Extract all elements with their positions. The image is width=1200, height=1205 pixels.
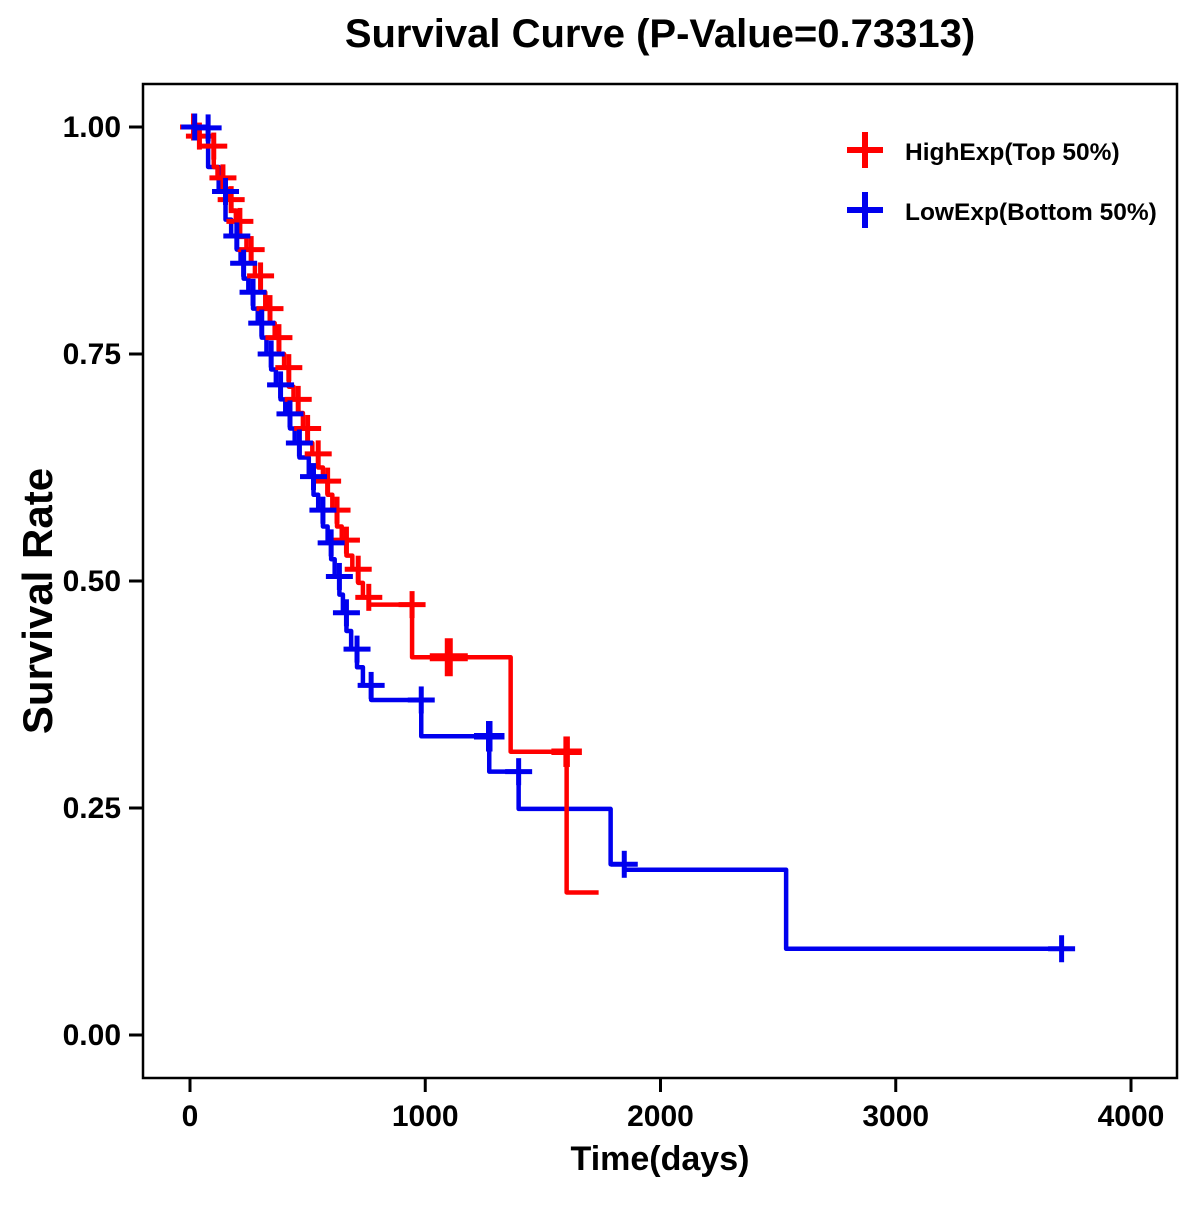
- svg-text:0.50: 0.50: [63, 565, 121, 598]
- svg-text:0: 0: [182, 1100, 199, 1133]
- svg-text:1.00: 1.00: [63, 111, 121, 144]
- svg-text:0.00: 0.00: [63, 1019, 121, 1052]
- svg-text:4000: 4000: [1098, 1100, 1165, 1133]
- svg-text:LowExp(Bottom 50%): LowExp(Bottom 50%): [905, 199, 1157, 226]
- svg-text:3000: 3000: [862, 1100, 929, 1133]
- svg-text:HighExp(Top 50%): HighExp(Top 50%): [905, 139, 1120, 166]
- svg-text:0.75: 0.75: [63, 338, 121, 371]
- svg-text:2000: 2000: [627, 1100, 694, 1133]
- svg-text:0.25: 0.25: [63, 792, 121, 825]
- svg-text:1000: 1000: [392, 1100, 459, 1133]
